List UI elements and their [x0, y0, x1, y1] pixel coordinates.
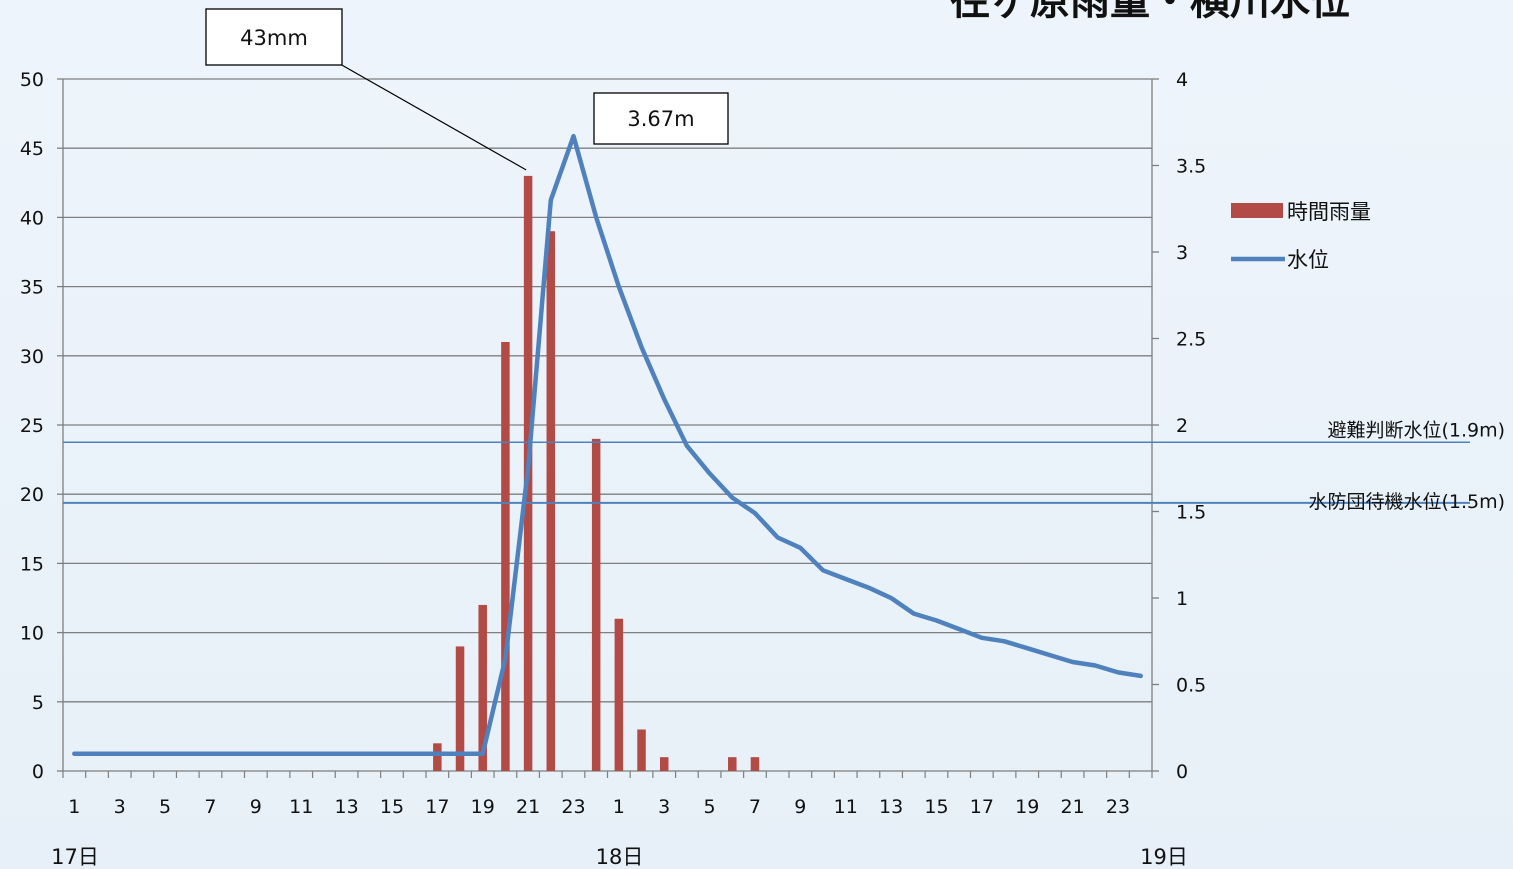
x-axis-tick-label: 19: [1015, 796, 1039, 818]
rainfall-bar: [455, 646, 465, 771]
right-axis-tick-label: 3.5: [1176, 156, 1206, 178]
day-label: 18日: [596, 845, 644, 869]
left-axis-tick-label: 30: [20, 346, 44, 368]
legend-swatch-rainfall: [1231, 203, 1283, 218]
right-axis-tick-label: 1.5: [1176, 502, 1206, 524]
reference-line-label: 避難判断水位(1.9m): [1327, 419, 1505, 441]
rainfall-bar: [728, 757, 737, 771]
right-axis-tick-label: 3: [1176, 242, 1188, 264]
callout-box: [593, 92, 729, 145]
callout-waterlevel-peak: 3.67m: [627, 107, 694, 131]
rainfall-bar: [659, 757, 669, 771]
x-axis-tick-label: 7: [749, 796, 761, 818]
left-axis-tick-label: 10: [20, 623, 44, 645]
x-axis-tick-label: 13: [335, 796, 359, 818]
x-axis-tick-label: 23: [1106, 796, 1130, 818]
rainfall-bar: [614, 618, 624, 771]
water-level-line: [72, 133, 1143, 756]
callout-rainfall-peak: 43mm: [240, 26, 308, 50]
rainfall-bar: [433, 743, 442, 771]
x-axis-tick-label: 11: [289, 796, 313, 818]
left-axis-tick-label: 20: [20, 484, 44, 506]
left-axis-tick-label: 5: [32, 692, 44, 714]
rainfall-bar: [750, 757, 760, 771]
x-axis-tick-label: 1: [613, 796, 625, 818]
callout-leader-line: [339, 63, 527, 171]
chart-title: 径ヶ原雨量・横川水位: [950, 0, 1350, 24]
rainfall-bar: [501, 341, 510, 771]
x-axis-tick-label: 19: [471, 796, 495, 818]
day-label: 19日: [1140, 845, 1188, 869]
x-axis-tick-label: 13: [879, 796, 903, 818]
x-axis-tick-label: 1: [68, 796, 80, 818]
right-axis-tick-label: 0.5: [1176, 675, 1206, 697]
x-axis-tick-label: 21: [1061, 796, 1085, 818]
x-axis-tick-label: 9: [250, 796, 262, 818]
x-axis-tick-label: 7: [204, 796, 216, 818]
x-axis-tick-label: 11: [834, 796, 858, 818]
rainfall-bar: [478, 604, 487, 771]
right-axis-tick-label: 4: [1176, 69, 1188, 91]
x-axis-tick-label: 15: [924, 796, 948, 818]
right-axis-tick-label: 2.5: [1176, 329, 1206, 351]
legend-label-rainfall: 時間雨量: [1287, 200, 1371, 224]
rainfall-bar: [546, 231, 556, 772]
x-axis-tick-label: 5: [159, 796, 171, 818]
callout-box: [205, 8, 343, 66]
reference-line-label: 水防団待機水位(1.5m): [1308, 491, 1505, 513]
rainfall-bar: [591, 438, 601, 771]
left-axis-tick-label: 15: [20, 553, 44, 575]
x-axis-tick-label: 23: [561, 796, 585, 818]
rainfall-bar: [637, 729, 646, 771]
day-label: 17日: [51, 845, 99, 869]
x-axis-tick-label: 21: [516, 796, 540, 818]
right-axis-tick-label: 1: [1176, 588, 1188, 610]
x-axis-tick-label: 3: [114, 796, 126, 818]
left-axis-tick-label: 40: [20, 207, 44, 229]
right-axis-tick-label: 2: [1176, 415, 1188, 437]
legend-label-waterlevel: 水位: [1287, 248, 1329, 272]
x-axis-tick-label: 17: [425, 796, 449, 818]
left-axis-tick-label: 50: [20, 69, 44, 91]
x-axis-tick-label: 9: [794, 796, 806, 818]
x-axis-tick-label: 15: [380, 796, 404, 818]
x-axis-tick-label: 5: [704, 796, 716, 818]
left-axis-tick-label: 25: [20, 415, 44, 437]
left-axis-tick-label: 45: [20, 138, 44, 160]
left-axis-tick-label: 0: [32, 761, 44, 783]
right-axis-tick-label: 0: [1176, 761, 1188, 783]
x-axis-tick-label: 17: [970, 796, 994, 818]
x-axis-tick-label: 3: [658, 796, 670, 818]
left-axis-tick-label: 35: [20, 277, 44, 299]
